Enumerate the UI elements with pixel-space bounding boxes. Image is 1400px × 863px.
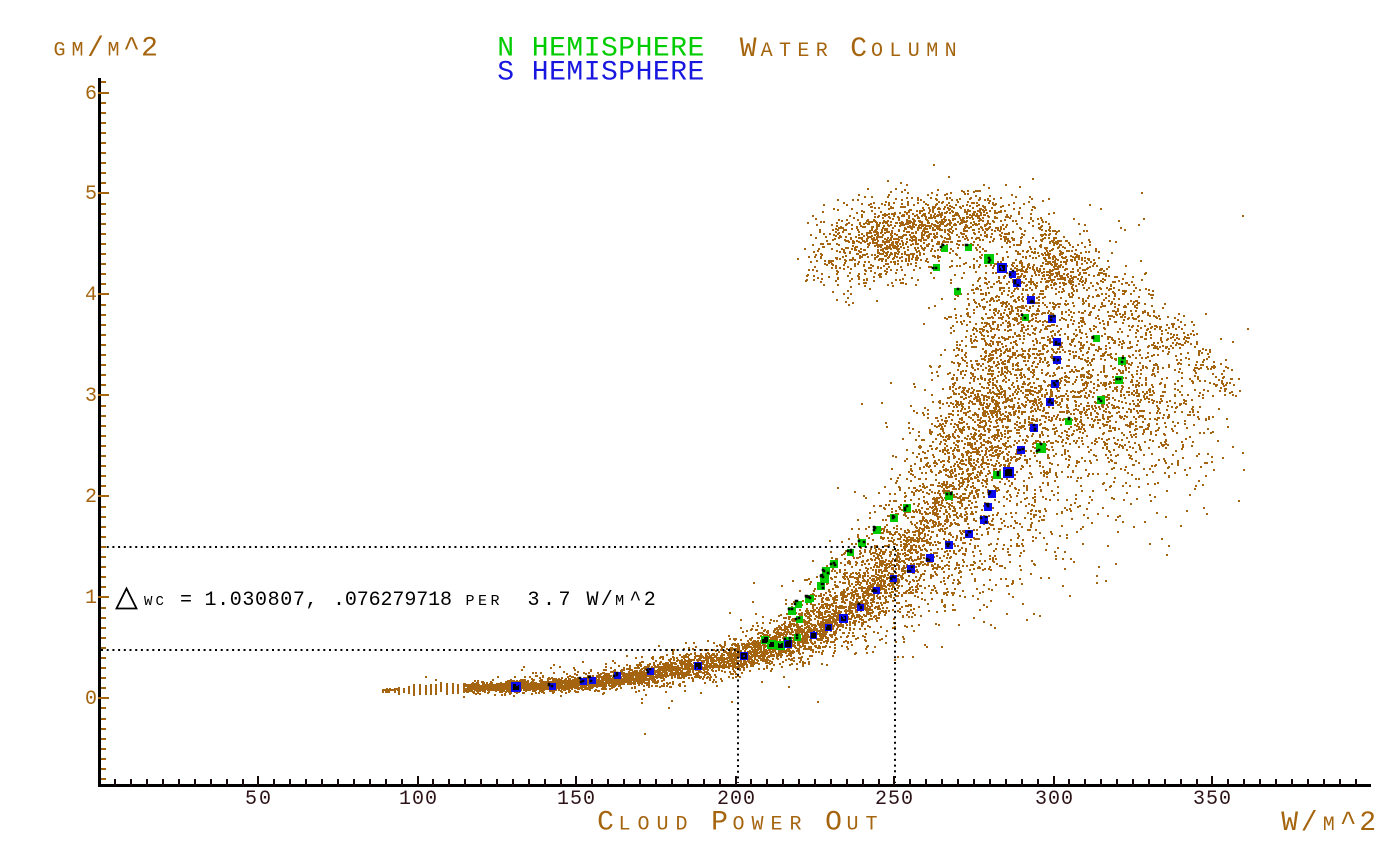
svg-text:^: ^ [1340,808,1357,839]
svg-text:H: H [532,57,549,88]
svg-text:O: O [638,814,650,837]
svg-text:C: C [156,594,164,610]
svg-text:S: S [601,57,618,88]
svg-text:4: 4 [85,284,97,307]
svg-text:A: A [761,40,773,63]
svg-text:H: H [532,34,549,65]
svg-text:I: I [584,34,601,65]
svg-text:.076279718: .076279718 [333,589,452,612]
svg-text:M: M [566,57,583,88]
svg-text:T: T [779,40,791,63]
svg-text:E: E [653,57,670,88]
svg-text:S: S [601,34,618,65]
svg-text:T: T [866,814,878,837]
svg-text:E: E [478,593,487,610]
svg-text:E: E [797,40,809,63]
svg-text:3: 3 [85,385,97,408]
svg-text:250: 250 [875,788,913,811]
svg-text:O: O [733,814,745,837]
svg-text:6: 6 [85,83,97,106]
svg-text:G: G [54,40,66,63]
svg-text:1.030807,: 1.030807, [205,589,318,612]
svg-text:R: R [491,593,500,610]
svg-text:E: E [549,57,566,88]
svg-text:W: W [1281,808,1298,839]
svg-text:U: U [908,40,920,63]
svg-text:L: L [889,40,901,63]
svg-text:U: U [657,814,669,837]
svg-text:M: M [72,40,84,63]
svg-text:150: 150 [557,788,595,811]
svg-text:L: L [619,814,631,837]
svg-text:2: 2 [1359,808,1376,839]
svg-text:C: C [597,808,614,839]
svg-text:R: R [790,814,802,837]
svg-text:M: M [926,40,938,63]
svg-text:W: W [587,589,599,612]
svg-text:H: H [636,34,653,65]
svg-text:E: E [549,34,566,65]
svg-text:300: 300 [1035,788,1073,811]
svg-text:1: 1 [85,587,97,610]
svg-text:W: W [740,34,757,65]
svg-text:C: C [850,34,867,65]
svg-text:350: 350 [1193,788,1231,811]
svg-text:E: E [653,34,670,65]
svg-text:2: 2 [85,486,97,509]
svg-text:P: P [711,808,728,839]
svg-text:/: / [1301,808,1318,839]
svg-text:R: R [816,40,828,63]
svg-text:M: M [566,34,583,65]
svg-text:/: / [601,589,613,612]
svg-text:M: M [615,593,624,610]
svg-text:2: 2 [644,589,656,612]
svg-text:H: H [636,57,653,88]
svg-text:100: 100 [399,788,437,811]
svg-text:W: W [752,814,764,837]
svg-text:^: ^ [123,34,140,65]
svg-text:=: = [180,589,192,612]
svg-text:50: 50 [245,788,271,811]
svg-text:D: D [676,814,688,837]
svg-text:R: R [670,57,687,88]
svg-text:W: W [144,594,153,610]
svg-text:M: M [1323,814,1335,837]
svg-text:N: N [497,34,514,65]
svg-text:E: E [771,814,783,837]
svg-text:N: N [945,40,957,63]
svg-text:S: S [497,57,514,88]
svg-text:O: O [871,40,883,63]
svg-text:P: P [618,34,635,65]
svg-text:3.7: 3.7 [528,589,571,612]
svg-text:^: ^ [629,589,641,612]
svg-text:I: I [584,57,601,88]
svg-text:R: R [670,34,687,65]
svg-text:/: / [87,34,104,65]
svg-text:2: 2 [141,34,158,65]
svg-text:5: 5 [85,183,97,206]
svg-text:M: M [108,40,120,63]
svg-text:0: 0 [85,688,97,711]
svg-text:P: P [466,593,475,610]
svg-text:200: 200 [717,788,755,811]
svg-text:P: P [618,57,635,88]
svg-text:E: E [688,34,705,65]
svg-text:E: E [688,57,705,88]
svg-text:U: U [847,814,859,837]
svg-text:O: O [825,808,842,839]
